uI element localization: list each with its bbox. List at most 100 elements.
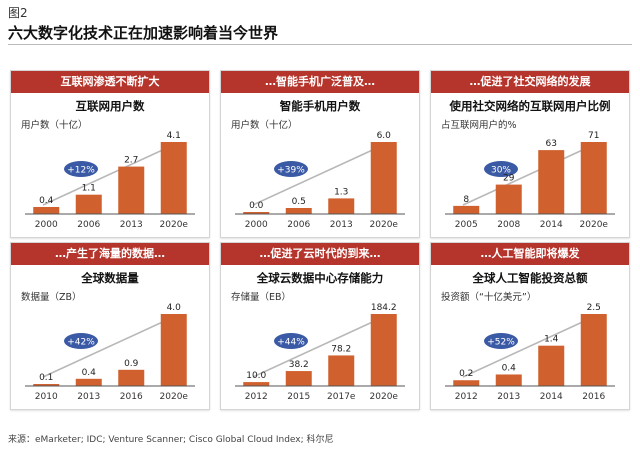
chart-panel-smartphone-users: …智能手机广泛普及… 智能手机用户数 用户数（十亿） +39% 0.0 2000 0.… [220,70,420,238]
x-tick-label: 2006 [287,220,310,230]
panel-banner: …人工智能即将爆发 [431,243,629,265]
bar [285,371,312,386]
x-tick-label: 2020e [160,392,189,402]
growth-rate-badge [274,161,308,177]
data-label: 78.2 [331,344,351,354]
panel-banner: …促进了云时代的到来… [221,243,419,265]
bar [75,194,102,214]
bar-chart: +12% 0.4 2000 1.1 2006 2.7 2013 4.1 2020e [25,131,195,230]
unit-label: 用户数（十亿） [231,120,298,131]
x-tick-label: 2016 [582,392,605,402]
data-label: 1.4 [544,335,559,345]
bar [328,355,355,386]
trend-arrow-line [252,146,380,206]
x-tick-label: 2015 [287,392,310,402]
data-label: 29 [503,174,515,184]
trend-arrow-line [462,318,590,378]
bar-chart: +44% 10.0 2012 38.2 2015 78.2 2017e 184.2 2020e [235,303,405,402]
x-tick-label: 2020e [160,220,189,230]
x-tick-label: 2014 [540,392,563,402]
panel-banner: 互联网渗透不断扩大 [11,71,209,93]
data-label: 0.1 [39,373,53,383]
bar [75,378,102,386]
title-divider [8,44,632,45]
unit-label: 数据量（ZB） [21,292,82,303]
chart-title: 使用社交网络的互联网用户比例 [449,99,611,113]
bar-chart: +52% 0.2 2012 0.4 2013 1.4 2014 2.5 2016 [445,303,615,402]
chart-panel-ai-investment: …人工智能即将爆发 全球人工智能投资总额 投资额（“十亿美元”） +52% 0.2… [430,242,630,410]
data-label: 2.5 [587,303,601,313]
growth-rate-label: +42% [67,338,95,348]
bar [243,212,270,214]
x-tick-label: 2000 [245,220,268,230]
bar [370,314,397,386]
chart-title: 全球云数据中心存储能力 [256,271,384,285]
x-tick-label: 2006 [77,220,100,230]
panel-banner: …智能手机广泛普及… [221,71,419,93]
bar [538,345,565,386]
bar-chart: +42% 0.1 2010 0.4 2013 0.9 2016 4.0 2020e [25,303,195,402]
source-note: 来源：eMarketer; IDC; Venture Scanner; Cisc… [8,435,334,445]
x-tick-label: 2005 [455,220,478,230]
x-tick-label: 2013 [497,392,520,402]
bar [495,374,522,386]
bar [453,205,480,214]
x-tick-label: 2016 [120,392,143,402]
unit-label: 用户数（十亿） [21,120,88,131]
data-label: 2.7 [124,156,138,166]
data-label: 0.0 [249,201,264,211]
data-label: 71 [588,131,599,141]
growth-rate-label: +52% [487,338,515,348]
x-tick-label: 2008 [497,220,520,230]
chart-title: 全球人工智能投资总额 [472,271,588,285]
growth-rate-badge [64,333,98,349]
bar [328,198,355,214]
data-label: 184.2 [371,303,397,313]
growth-rate-label: +39% [277,166,305,176]
data-label: 6.0 [377,131,392,141]
bar [160,314,187,386]
x-tick-label: 2013 [120,220,143,230]
x-tick-label: 2020e [580,220,609,230]
bar [33,384,60,386]
bar [538,150,565,214]
data-label: 0.5 [292,197,306,207]
chart-title: 互联网用户数 [75,99,145,113]
data-label: 0.4 [82,368,97,378]
x-tick-label: 2010 [35,392,58,402]
bar [118,166,145,214]
data-label: 1.1 [82,184,96,194]
x-tick-label: 2000 [35,220,58,230]
growth-rate-badge [64,161,98,177]
chart-panel-global-data-volume: …产生了海量的数据… 全球数据量 数据量（ZB） +42% 0.1 2010 0.4 2… [10,242,210,410]
data-label: 0.4 [39,196,54,206]
x-tick-label: 2012 [455,392,478,402]
x-tick-label: 2013 [77,392,100,402]
growth-rate-badge [274,333,308,349]
data-label: 0.2 [459,369,473,379]
bar [118,369,145,386]
data-label: 0.4 [502,363,517,373]
x-tick-label: 2012 [245,392,268,402]
x-tick-label: 2020e [370,220,399,230]
bar-chart: 30% 8 2005 29 2008 63 2014 71 2020e [445,131,615,230]
bar [453,380,480,386]
unit-label: 占互联网用户的% [441,120,517,131]
x-tick-label: 2017e [327,392,356,402]
x-tick-label: 2013 [330,220,353,230]
unit-label: 投资额（“十亿美元”） [441,292,537,303]
unit-label: 存储量（EB） [231,292,292,303]
chart-title: 智能手机用户数 [279,99,361,113]
growth-rate-badge [484,333,518,349]
bar [495,184,522,214]
bar [160,142,187,214]
chart-title: 全球数据量 [81,271,139,285]
x-tick-label: 2020e [370,392,399,402]
bar [285,208,312,214]
chart-panel-cloud-storage: …促进了云时代的到来… 全球云数据中心存储能力 存储量（EB） +44% 10.0… [220,242,420,410]
chart-panel-social-network-share: …促进了社交网络的发展 使用社交网络的互联网用户比例 占互联网用户的% 30% 8… [430,70,630,238]
data-label: 8 [463,195,469,205]
bar-chart: +39% 0.0 2000 0.5 2006 1.3 2013 6.0 2020e [235,131,405,230]
data-label: 63 [546,139,557,149]
chart-panel-internet-users: 互联网渗透不断扩大 互联网用户数 用户数（十亿） +12% 0.4 2000 1.1 2… [10,70,210,238]
